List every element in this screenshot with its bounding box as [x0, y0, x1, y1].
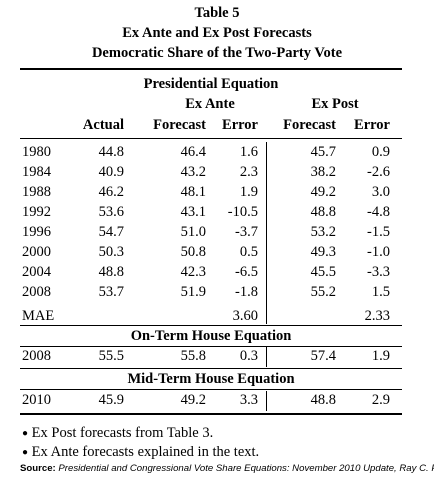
on-term-header: On-Term House Equation — [130, 328, 292, 344]
table-row-year: 2010 — [22, 392, 51, 408]
table-row-year: 2008 — [22, 284, 51, 300]
note-1: ● Ex Post forecasts from Table 3. — [22, 424, 213, 443]
table-cell-forecast-ante: 49.2 — [180, 392, 206, 408]
column-divider — [266, 142, 267, 324]
table-cell-forecast-ante: 50.8 — [180, 244, 206, 260]
presidential-header: Presidential Equation — [143, 76, 279, 92]
table-cell-error-post: -3.3 — [367, 264, 390, 280]
table-row-year: 1988 — [22, 184, 51, 200]
column-divider — [266, 347, 267, 367]
table-cell-forecast-post: 49.2 — [310, 184, 336, 200]
table-cell-forecast-post: 48.8 — [310, 392, 336, 408]
table-cell-forecast-ante: 43.2 — [180, 164, 206, 180]
col-actual: Actual — [82, 117, 124, 133]
note-2-text: Ex Ante forecasts explained in the text. — [31, 444, 260, 460]
table-cell-actual: 55.5 — [98, 348, 124, 364]
table-cell-forecast-post: 38.2 — [310, 164, 336, 180]
table-cell-error-ante: 0.5 — [239, 244, 258, 260]
note-1-text: Ex Post forecasts from Table 3. — [31, 425, 214, 441]
source-text: Presidential and Congressional Vote Shar… — [58, 463, 434, 474]
table-cell-forecast-post: 45.7 — [310, 144, 336, 160]
table-cell-error-ante: -10.5 — [227, 204, 258, 220]
table-cell-error-post: 1.9 — [371, 348, 390, 364]
table-cell-actual: 53.6 — [98, 204, 124, 220]
table-cell-error-ante: 2.3 — [239, 164, 258, 180]
table-cell-forecast-ante: 42.3 — [180, 264, 206, 280]
table-cell-forecast-post: 53.2 — [310, 224, 336, 240]
table-cell-forecast-ante: 51.0 — [180, 224, 206, 240]
table-subtitle: Democratic Share of the Two-Party Vote — [91, 45, 343, 61]
on-term-top-rule — [20, 325, 402, 326]
table-row-year: 1992 — [22, 204, 51, 220]
bottom-rule — [20, 413, 402, 415]
ex-ante-header: Ex Ante — [185, 96, 235, 112]
table-row-year: 1996 — [22, 224, 51, 240]
source-line: Source: Presidential and Congressional V… — [20, 463, 434, 475]
mid-term-bottom-rule — [20, 389, 402, 390]
table-row-year: 1980 — [22, 144, 51, 160]
table-cell-error-ante: -6.5 — [235, 264, 258, 280]
table-cell-error-ante: 1.6 — [239, 144, 258, 160]
table-cell-error-ante: -3.7 — [235, 224, 258, 240]
table-cell-error-post: -1.5 — [367, 224, 390, 240]
table-cell-forecast-post: 49.3 — [310, 244, 336, 260]
bullet-icon: ● — [22, 447, 29, 458]
table-cell-error-post: 1.5 — [371, 284, 390, 300]
table-title: Ex Ante and Ex Post Forecasts — [122, 25, 312, 41]
table-cell-actual: 53.7 — [98, 284, 124, 300]
table-cell-error-post: 0.9 — [371, 144, 390, 160]
table-cell-actual: 45.9 — [98, 392, 124, 408]
table-cell-error-ante: -1.8 — [235, 284, 258, 300]
bullet-icon: ● — [22, 428, 29, 439]
col-forecast-post: Forecast — [283, 117, 336, 133]
table-cell-forecast-ante: 51.9 — [180, 284, 206, 300]
table-cell-actual: 50.3 — [98, 244, 124, 260]
table-cell-forecast-ante: 46.4 — [180, 144, 206, 160]
mae-ante: 3.60 — [232, 308, 258, 324]
top-rule — [20, 68, 402, 70]
table-cell-actual: 46.2 — [98, 184, 124, 200]
table-row-year: 2004 — [22, 264, 51, 280]
table-cell-error-ante: 0.3 — [239, 348, 258, 364]
table-cell-forecast-ante: 43.1 — [180, 204, 206, 220]
table-cell-actual: 44.8 — [98, 144, 124, 160]
table-cell-error-post: -4.8 — [367, 204, 390, 220]
col-error-ante: Error — [222, 117, 258, 133]
table-cell-forecast-post: 55.2 — [310, 284, 336, 300]
column-divider — [266, 391, 267, 411]
mae-label: MAE — [22, 308, 55, 324]
table-cell-forecast-ante: 55.8 — [180, 348, 206, 364]
mid-term-top-rule — [20, 368, 402, 369]
table-cell-error-post: -2.6 — [367, 164, 390, 180]
table-cell-error-ante: 1.9 — [239, 184, 258, 200]
table-cell-error-post: -1.0 — [367, 244, 390, 260]
table-cell-forecast-post: 57.4 — [310, 348, 336, 364]
table-cell-forecast-ante: 48.1 — [180, 184, 206, 200]
table-row-year: 2008 — [22, 348, 51, 364]
col-forecast-ante: Forecast — [153, 117, 206, 133]
mid-term-header: Mid-Term House Equation — [127, 371, 295, 387]
source-label: Source: — [20, 463, 56, 474]
table-cell-error-post: 3.0 — [371, 184, 390, 200]
mae-post: 2.33 — [364, 308, 390, 324]
table-cell-forecast-post: 48.8 — [310, 204, 336, 220]
on-term-bottom-rule — [20, 346, 402, 347]
table-row-year: 1984 — [22, 164, 51, 180]
ex-post-header: Ex Post — [311, 96, 359, 112]
table-number: Table 5 — [194, 5, 240, 21]
table-row-year: 2000 — [22, 244, 51, 260]
table-cell-error-post: 2.9 — [371, 392, 390, 408]
table-cell-actual: 54.7 — [98, 224, 124, 240]
table-cell-error-ante: 3.3 — [239, 392, 258, 408]
header-rule — [20, 138, 402, 139]
table-cell-forecast-post: 45.5 — [310, 264, 336, 280]
col-error-post: Error — [354, 117, 390, 133]
note-2: ● Ex Ante forecasts explained in the tex… — [22, 443, 259, 462]
table-cell-actual: 40.9 — [98, 164, 124, 180]
table-cell-actual: 48.8 — [98, 264, 124, 280]
